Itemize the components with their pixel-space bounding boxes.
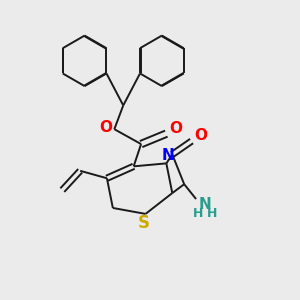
Text: H: H — [193, 207, 203, 220]
Text: H: H — [207, 207, 218, 220]
Text: O: O — [100, 120, 112, 135]
Text: S: S — [138, 214, 150, 232]
Text: O: O — [169, 121, 182, 136]
Text: N: N — [199, 197, 212, 212]
Text: O: O — [195, 128, 208, 143]
Text: N: N — [161, 148, 174, 163]
